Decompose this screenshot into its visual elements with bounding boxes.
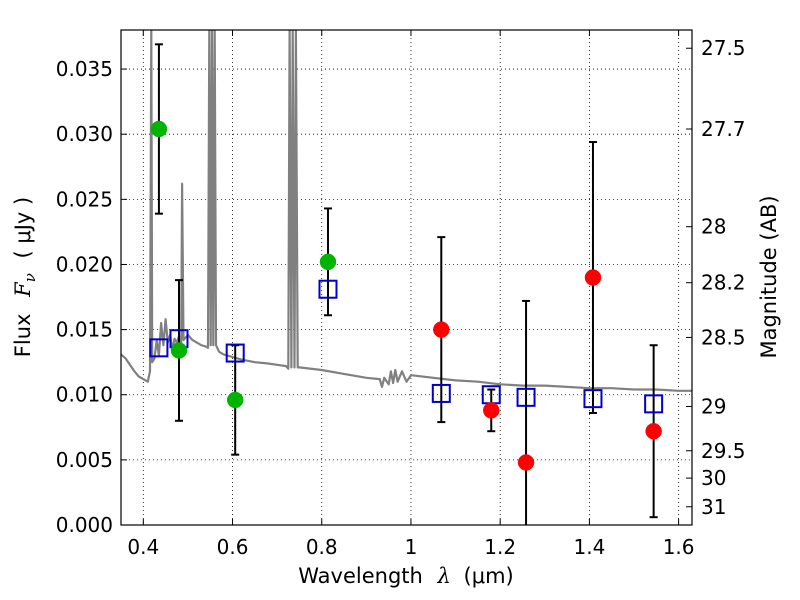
y-tick-label: 0.035 <box>56 57 113 81</box>
x-tick-label: 0.4 <box>127 535 159 559</box>
red-data-point <box>483 402 500 419</box>
x-axis-label-unit: (μm) <box>464 564 514 588</box>
plot-frame <box>120 29 693 526</box>
right-tick-label: 30 <box>701 466 726 490</box>
grid-lines <box>121 30 692 525</box>
green-data-point <box>170 342 188 359</box>
error-bars-layer <box>154 43 658 525</box>
green-data-point <box>226 391 244 409</box>
model-photometry-square <box>149 338 169 358</box>
model-photometry-square <box>225 343 245 363</box>
x-axis-label-symbol: λ <box>437 564 451 588</box>
right-tick-label: 27.7 <box>701 117 746 141</box>
markers-layer <box>149 120 664 471</box>
model-spectrum-line <box>121 30 692 392</box>
model-spectrum-layer <box>121 30 692 392</box>
right-tick-label: 29 <box>701 394 726 418</box>
y-axis-label-subscript: ν <box>21 273 39 282</box>
y-tick-label: 0.015 <box>56 318 113 342</box>
y-axis-label-prefix: Flux <box>11 314 35 358</box>
red-data-point <box>584 269 602 286</box>
x-axis-label: Wavelength λ (μm) <box>298 564 513 588</box>
x-tick-label: 1.4 <box>573 535 605 559</box>
model-photometry-square <box>516 387 536 407</box>
y-axis-label: Flux Fν ( μJy ) <box>11 197 40 357</box>
red-data-point <box>645 422 662 440</box>
x-tick-label: 1 <box>405 535 418 559</box>
x-tick-label: 0.6 <box>217 535 249 559</box>
y-tick-label: 0.010 <box>56 383 113 407</box>
y-axis-label-unit: ( μJy ) <box>11 197 35 259</box>
green-data-point <box>319 253 337 271</box>
right-tick-label: 31 <box>701 495 726 519</box>
model-photometry-square <box>583 389 603 409</box>
y-tick-label: 0.000 <box>56 513 113 537</box>
model-photometry-square <box>318 279 338 299</box>
right-tick-label: 28.2 <box>701 271 746 295</box>
y-tick-label: 0.020 <box>56 252 113 276</box>
x-tick-label: 1.2 <box>484 535 516 559</box>
right-tick-label: 28.5 <box>701 325 746 349</box>
red-data-point <box>517 454 535 471</box>
red-data-point <box>433 321 450 338</box>
green-data-point <box>150 120 168 138</box>
y-tick-label: 0.030 <box>56 122 113 146</box>
right-tick-label: 27.5 <box>701 36 746 60</box>
y-tick-label: 0.025 <box>56 187 113 211</box>
y-axis-label-symbol: F <box>11 281 35 298</box>
x-axis-label-prefix: Wavelength <box>298 564 423 588</box>
x-tick-label: 0.8 <box>306 535 338 559</box>
right-tick-label: 28 <box>701 215 726 239</box>
model-photometry-square <box>431 383 451 403</box>
x-tick-label: 1.6 <box>663 535 695 559</box>
right-tick-label: 29.5 <box>701 439 746 463</box>
model-photometry-square <box>644 394 664 414</box>
right-axis-label: Magnitude (AB) <box>757 195 781 358</box>
tick-marks <box>121 30 692 526</box>
y-tick-label: 0.005 <box>56 448 113 472</box>
